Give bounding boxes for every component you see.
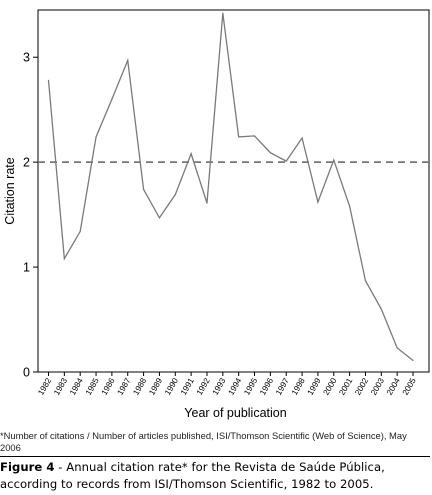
x-tick-label-1995: 1995 bbox=[242, 376, 259, 397]
data-point-1987 bbox=[127, 59, 129, 61]
x-tick-label-1996: 1996 bbox=[258, 376, 275, 397]
x-tick-label-1989: 1989 bbox=[147, 376, 164, 397]
data-point-2002 bbox=[364, 280, 367, 282]
data-point-2000 bbox=[333, 159, 335, 161]
data-point-1990 bbox=[174, 194, 176, 196]
x-tick-label-1991: 1991 bbox=[179, 376, 196, 397]
data-point-1994 bbox=[238, 136, 240, 138]
x-axis: 1982198319841985198619871988198919901991… bbox=[36, 372, 418, 397]
x-tick-label-2001: 2001 bbox=[337, 376, 354, 397]
x-tick-label-1983: 1983 bbox=[52, 376, 69, 397]
x-tick-label-1994: 1994 bbox=[227, 376, 244, 397]
data-point-2003 bbox=[380, 308, 382, 310]
footnote: *Number of citations / Number of article… bbox=[0, 430, 407, 453]
data-point-1996 bbox=[269, 152, 271, 154]
y-axis: 0 1 2 3 bbox=[23, 51, 38, 380]
data-point-1999 bbox=[317, 201, 319, 203]
data-point-1997 bbox=[285, 160, 287, 162]
x-tick-label-1984: 1984 bbox=[68, 376, 85, 397]
data-point-1984 bbox=[79, 230, 81, 232]
plot-area bbox=[37, 9, 430, 373]
y-tick-label-0: 0 bbox=[23, 366, 30, 380]
data-point-1992 bbox=[206, 202, 208, 204]
x-tick-label-2005: 2005 bbox=[401, 376, 418, 397]
figure-caption: Figure 4 - Annual citation rate* for the… bbox=[0, 459, 432, 493]
data-point-1983 bbox=[63, 258, 65, 260]
x-tick-label-1987: 1987 bbox=[116, 376, 133, 397]
series-line bbox=[47, 13, 414, 361]
data-point-1993 bbox=[222, 12, 224, 14]
x-tick-label-2003: 2003 bbox=[369, 376, 386, 397]
x-tick-label-2000: 2000 bbox=[322, 376, 339, 397]
x-axis-label: Year of publication bbox=[184, 406, 286, 420]
x-tick-label-1999: 1999 bbox=[306, 376, 323, 397]
data-point-1998 bbox=[301, 137, 303, 139]
data-point-2001 bbox=[349, 205, 351, 207]
y-tick-label-3: 3 bbox=[23, 51, 30, 65]
data-point-1982 bbox=[47, 79, 50, 81]
x-tick-label-2002: 2002 bbox=[353, 376, 370, 397]
data-point-1985 bbox=[95, 136, 97, 138]
x-tick-label-1986: 1986 bbox=[100, 376, 117, 397]
figure-label: Figure 4 bbox=[0, 460, 55, 474]
data-point-1986 bbox=[111, 98, 113, 100]
x-tick-label-1990: 1990 bbox=[163, 376, 180, 397]
y-axis-label: Citation rate bbox=[3, 157, 17, 224]
x-tick-label-2004: 2004 bbox=[385, 376, 402, 397]
x-tick-label-1992: 1992 bbox=[195, 376, 212, 397]
x-tick-label-1982: 1982 bbox=[36, 376, 53, 397]
data-point-1988 bbox=[142, 188, 145, 191]
x-tick-label-1998: 1998 bbox=[290, 376, 307, 397]
data-point-2005 bbox=[412, 359, 414, 362]
caption-divider bbox=[0, 456, 430, 457]
plot-frame bbox=[37, 9, 430, 373]
data-point-1991 bbox=[190, 153, 192, 155]
x-tick-label-1985: 1985 bbox=[84, 376, 101, 397]
x-tick-label-1988: 1988 bbox=[131, 376, 148, 397]
data-point-1995 bbox=[253, 135, 256, 137]
data-point-1989 bbox=[158, 217, 161, 219]
data-point-2004 bbox=[396, 347, 398, 349]
x-tick-label-1997: 1997 bbox=[274, 376, 291, 397]
y-tick-label-1: 1 bbox=[23, 261, 30, 275]
y-tick-label-2: 2 bbox=[23, 156, 30, 170]
x-tick-label-1993: 1993 bbox=[211, 376, 228, 397]
data-points bbox=[47, 12, 414, 362]
figure-caption-text: - Annual citation rate* for the Revista … bbox=[0, 460, 385, 491]
